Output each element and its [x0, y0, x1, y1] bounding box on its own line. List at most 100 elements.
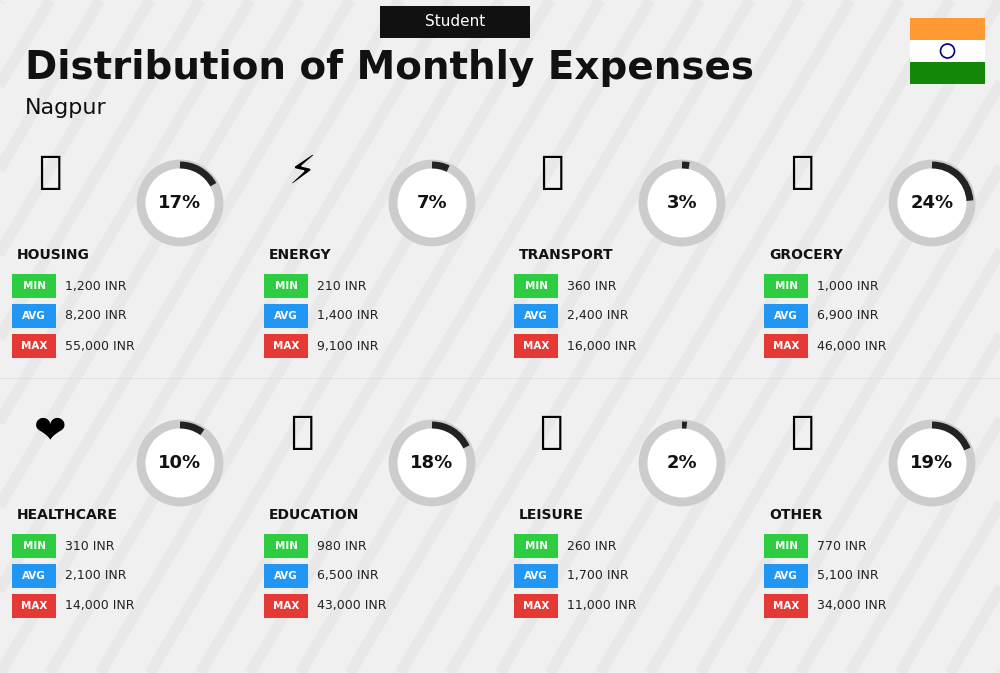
Text: 19%: 19%	[910, 454, 954, 472]
Text: 2,100 INR: 2,100 INR	[65, 569, 126, 583]
Text: 1,200 INR: 1,200 INR	[65, 279, 126, 293]
FancyBboxPatch shape	[764, 534, 808, 558]
Text: AVG: AVG	[524, 311, 548, 321]
Text: 16,000 INR: 16,000 INR	[567, 339, 637, 353]
Text: 9,100 INR: 9,100 INR	[317, 339, 378, 353]
Text: 1,400 INR: 1,400 INR	[317, 310, 378, 322]
Text: 🎓: 🎓	[290, 413, 314, 451]
FancyBboxPatch shape	[514, 334, 558, 358]
Text: AVG: AVG	[774, 571, 798, 581]
FancyBboxPatch shape	[12, 534, 56, 558]
Text: 7%: 7%	[417, 194, 447, 212]
Circle shape	[640, 421, 724, 505]
Text: 24%: 24%	[910, 194, 954, 212]
Text: MIN: MIN	[774, 281, 798, 291]
Text: AVG: AVG	[274, 571, 298, 581]
Text: MAX: MAX	[523, 341, 549, 351]
FancyBboxPatch shape	[764, 564, 808, 588]
Text: MIN: MIN	[274, 281, 298, 291]
Text: MIN: MIN	[22, 281, 46, 291]
Text: EDUCATION: EDUCATION	[269, 508, 359, 522]
FancyBboxPatch shape	[264, 534, 308, 558]
Text: HOUSING: HOUSING	[17, 248, 90, 262]
FancyBboxPatch shape	[514, 594, 558, 618]
Text: TRANSPORT: TRANSPORT	[519, 248, 614, 262]
Text: MIN: MIN	[774, 541, 798, 551]
Text: 310 INR: 310 INR	[65, 540, 114, 553]
Text: Nagpur: Nagpur	[25, 98, 107, 118]
Text: 55,000 INR: 55,000 INR	[65, 339, 135, 353]
FancyBboxPatch shape	[764, 304, 808, 328]
FancyBboxPatch shape	[264, 304, 308, 328]
Text: AVG: AVG	[524, 571, 548, 581]
Text: AVG: AVG	[22, 311, 46, 321]
Text: 11,000 INR: 11,000 INR	[567, 600, 637, 612]
Text: 18%: 18%	[410, 454, 454, 472]
Text: AVG: AVG	[22, 571, 46, 581]
Text: GROCERY: GROCERY	[769, 248, 843, 262]
Text: MAX: MAX	[773, 601, 799, 611]
Circle shape	[390, 161, 474, 245]
FancyBboxPatch shape	[764, 334, 808, 358]
FancyBboxPatch shape	[514, 274, 558, 298]
Text: 6,500 INR: 6,500 INR	[317, 569, 379, 583]
FancyBboxPatch shape	[12, 304, 56, 328]
Text: Distribution of Monthly Expenses: Distribution of Monthly Expenses	[25, 49, 754, 87]
FancyBboxPatch shape	[264, 594, 308, 618]
Text: HEALTHCARE: HEALTHCARE	[17, 508, 118, 522]
Text: LEISURE: LEISURE	[519, 508, 584, 522]
Circle shape	[390, 421, 474, 505]
Text: 1,000 INR: 1,000 INR	[817, 279, 879, 293]
FancyBboxPatch shape	[12, 334, 56, 358]
Text: MIN: MIN	[524, 281, 548, 291]
Text: 360 INR: 360 INR	[567, 279, 616, 293]
Text: 8,200 INR: 8,200 INR	[65, 310, 127, 322]
Text: 2,400 INR: 2,400 INR	[567, 310, 629, 322]
Text: 1,700 INR: 1,700 INR	[567, 569, 629, 583]
Text: 770 INR: 770 INR	[817, 540, 867, 553]
Text: MIN: MIN	[22, 541, 46, 551]
Text: 🚌: 🚌	[540, 153, 564, 191]
Text: ENERGY: ENERGY	[269, 248, 332, 262]
Circle shape	[640, 161, 724, 245]
Circle shape	[138, 421, 222, 505]
FancyBboxPatch shape	[12, 594, 56, 618]
Text: 17%: 17%	[158, 194, 202, 212]
FancyBboxPatch shape	[764, 274, 808, 298]
Text: 980 INR: 980 INR	[317, 540, 367, 553]
Text: 43,000 INR: 43,000 INR	[317, 600, 386, 612]
Text: 💰: 💰	[790, 413, 814, 451]
Text: 3%: 3%	[667, 194, 697, 212]
FancyBboxPatch shape	[910, 62, 985, 84]
Text: 210 INR: 210 INR	[317, 279, 366, 293]
Text: MAX: MAX	[523, 601, 549, 611]
Text: OTHER: OTHER	[769, 508, 822, 522]
Text: MAX: MAX	[273, 341, 299, 351]
Text: 34,000 INR: 34,000 INR	[817, 600, 887, 612]
Text: ❤️: ❤️	[34, 413, 66, 451]
Text: 🛒: 🛒	[790, 153, 814, 191]
FancyBboxPatch shape	[264, 564, 308, 588]
Text: MAX: MAX	[273, 601, 299, 611]
Text: MIN: MIN	[274, 541, 298, 551]
Text: 2%: 2%	[667, 454, 697, 472]
Text: 260 INR: 260 INR	[567, 540, 616, 553]
Text: 46,000 INR: 46,000 INR	[817, 339, 887, 353]
Text: 🏢: 🏢	[38, 153, 62, 191]
FancyBboxPatch shape	[380, 6, 530, 38]
FancyBboxPatch shape	[264, 274, 308, 298]
FancyBboxPatch shape	[910, 40, 985, 62]
Circle shape	[890, 161, 974, 245]
Text: 5,100 INR: 5,100 INR	[817, 569, 879, 583]
FancyBboxPatch shape	[514, 304, 558, 328]
Circle shape	[138, 161, 222, 245]
Text: MAX: MAX	[773, 341, 799, 351]
FancyBboxPatch shape	[514, 564, 558, 588]
FancyBboxPatch shape	[764, 594, 808, 618]
Text: AVG: AVG	[774, 311, 798, 321]
Text: Student: Student	[425, 15, 485, 30]
FancyBboxPatch shape	[12, 564, 56, 588]
FancyBboxPatch shape	[910, 18, 985, 40]
Text: 14,000 INR: 14,000 INR	[65, 600, 134, 612]
Text: AVG: AVG	[274, 311, 298, 321]
